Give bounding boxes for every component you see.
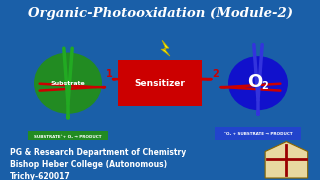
Text: Sensitizer: Sensitizer — [135, 79, 185, 88]
FancyBboxPatch shape — [28, 131, 108, 144]
Polygon shape — [265, 142, 308, 178]
FancyBboxPatch shape — [118, 60, 202, 106]
Text: ¹O₂ + SUBSTRATE → PRODUCT: ¹O₂ + SUBSTRATE → PRODUCT — [224, 132, 292, 136]
Text: O: O — [247, 73, 263, 91]
Text: 2: 2 — [262, 81, 268, 91]
Text: Organic-Photooxidation (Module-2): Organic-Photooxidation (Module-2) — [28, 7, 292, 21]
FancyBboxPatch shape — [215, 127, 301, 140]
Text: Substrate: Substrate — [51, 81, 85, 86]
Text: PG & Research Department of Chemistry: PG & Research Department of Chemistry — [10, 148, 186, 157]
Ellipse shape — [34, 53, 102, 114]
Polygon shape — [161, 40, 170, 56]
Text: 1: 1 — [106, 69, 112, 79]
Ellipse shape — [228, 56, 288, 110]
Text: SUBSTRATE⁺+ O₂ → PRODUCT: SUBSTRATE⁺+ O₂ → PRODUCT — [34, 135, 102, 139]
Text: Trichy-620017: Trichy-620017 — [10, 172, 70, 180]
Text: Bishop Heber College (Autonomous): Bishop Heber College (Autonomous) — [10, 160, 167, 169]
Text: 2: 2 — [212, 69, 220, 79]
